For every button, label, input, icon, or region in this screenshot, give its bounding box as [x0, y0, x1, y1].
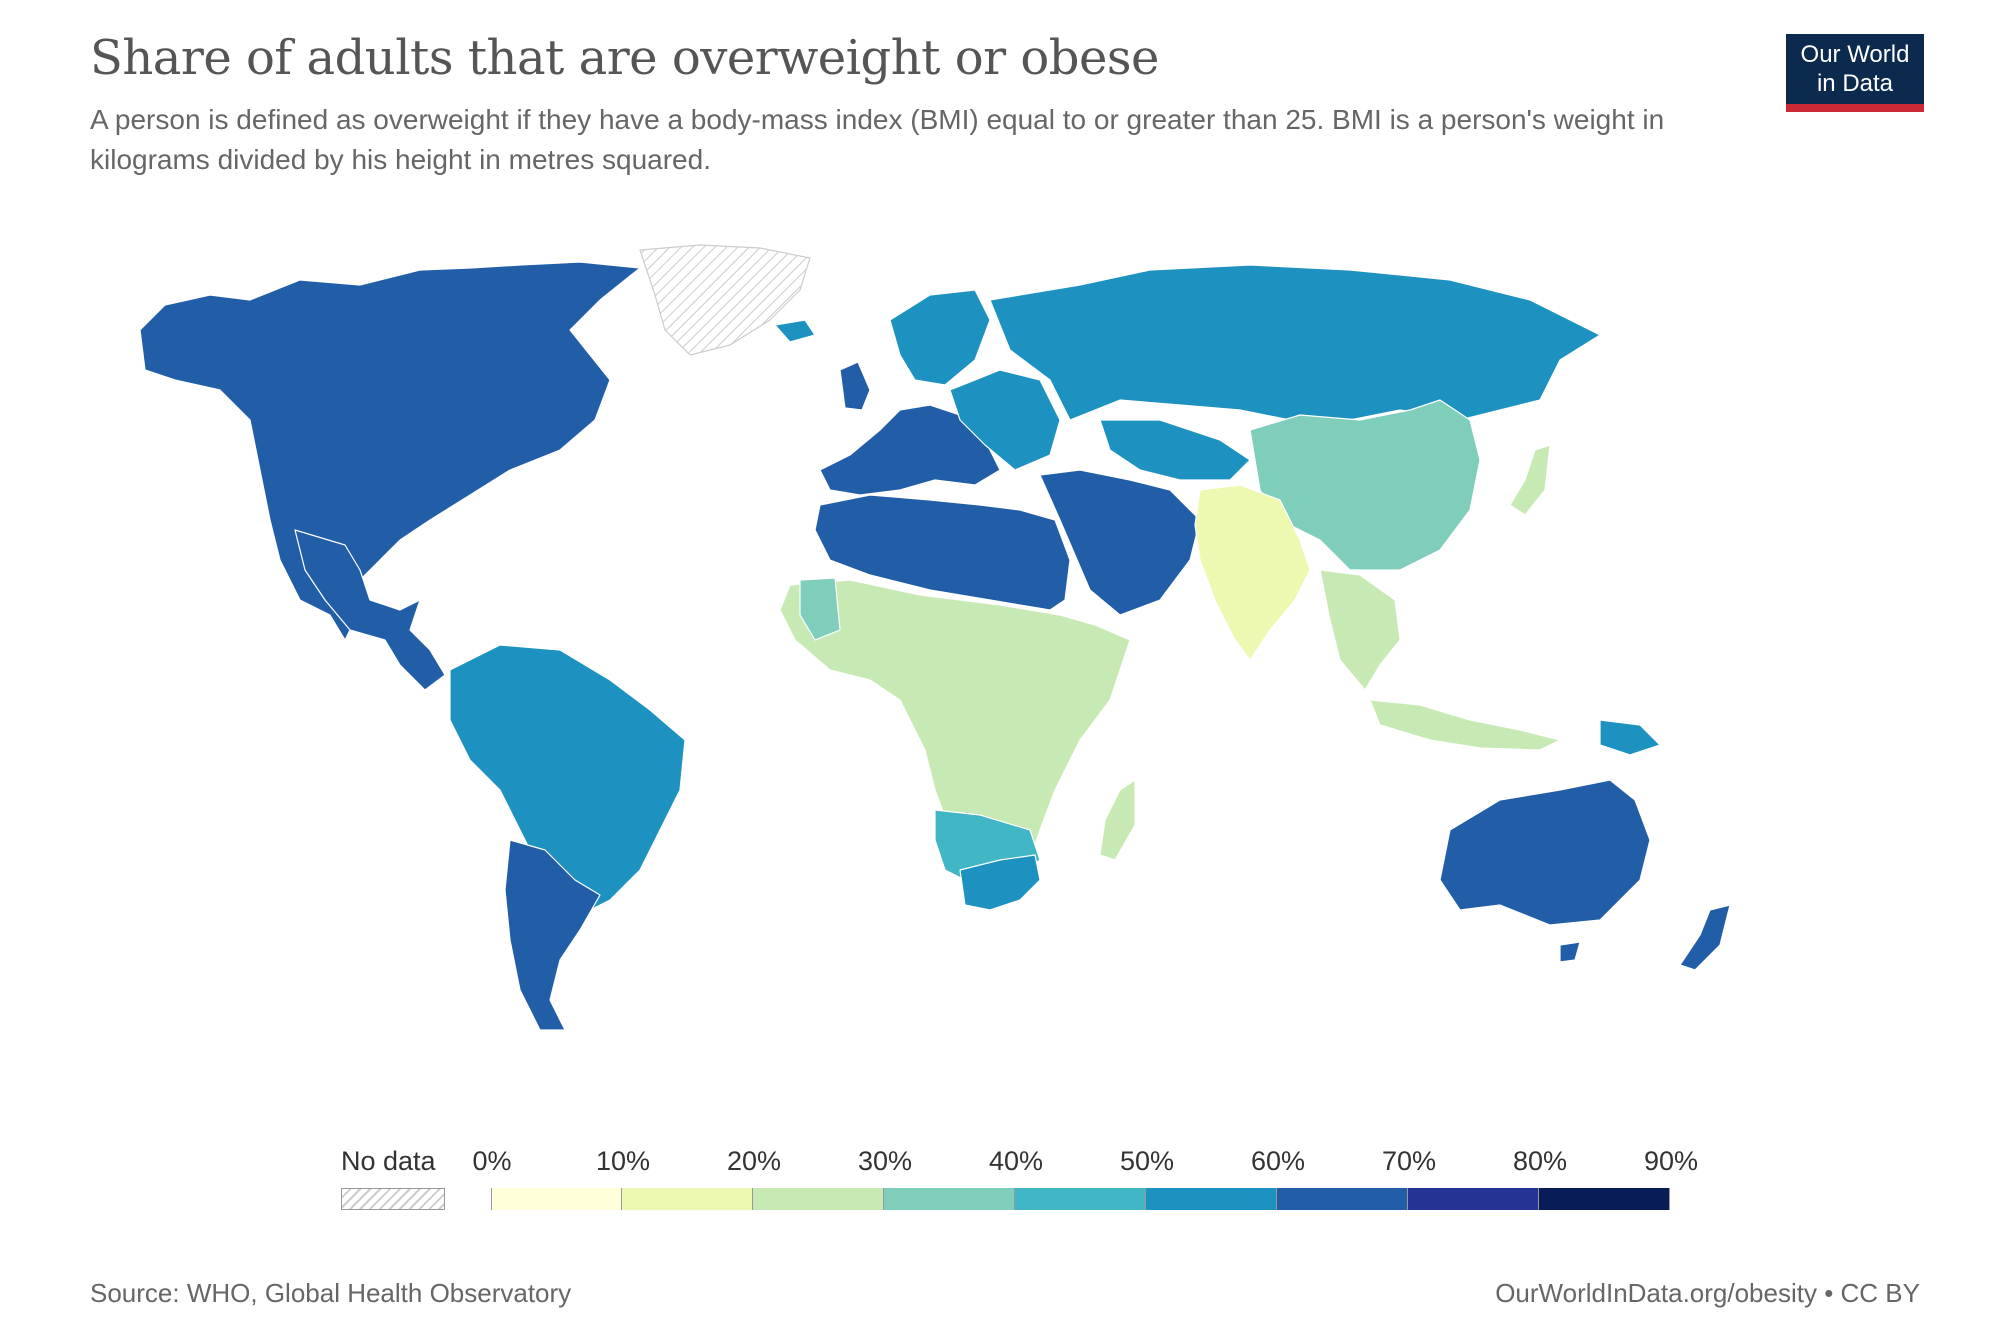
legend-bin-5[interactable]	[1146, 1188, 1277, 1210]
region-russia[interactable]	[989, 264, 1601, 421]
source-note: Source: WHO, Global Health Observatory	[90, 1278, 572, 1308]
legend-tick-label: 60%	[1250, 1146, 1306, 1176]
region-uk[interactable]	[839, 361, 871, 411]
legend-color-bar	[491, 1188, 1670, 1210]
region-eastern-europe[interactable]	[949, 369, 1061, 471]
legend-bin-0[interactable]	[491, 1188, 622, 1210]
legend-tick-label: 20%	[726, 1146, 782, 1176]
legend-tick-label: 10%	[595, 1146, 651, 1176]
region-scandinavia[interactable]	[889, 289, 991, 386]
legend-no-data-swatch	[341, 1188, 445, 1210]
legend-tick-label: 80%	[1512, 1146, 1568, 1176]
region-greenland[interactable]	[639, 244, 811, 356]
legend-bin-6[interactable]	[1277, 1188, 1408, 1210]
region-southern-cone[interactable]	[504, 839, 601, 1031]
region-north-africa[interactable]	[814, 494, 1071, 611]
region-central-asia[interactable]	[1099, 419, 1251, 481]
region-tasmania[interactable]	[1559, 941, 1581, 963]
region-south-east-asia[interactable]	[1319, 569, 1401, 691]
legend-tick-label: 50%	[1119, 1146, 1175, 1176]
region-papua-new-guinea[interactable]	[1599, 719, 1661, 756]
legend-bin-1[interactable]	[622, 1188, 753, 1210]
owid-logo[interactable]: Our World in Data	[1786, 34, 1924, 112]
region-japan[interactable]	[1509, 444, 1551, 516]
legend-bin-7[interactable]	[1408, 1188, 1539, 1210]
legend-no-data-label: No data	[341, 1146, 436, 1176]
region-india[interactable]	[1194, 484, 1311, 661]
region-south-america[interactable]	[449, 644, 686, 921]
legend-tick-label: 90%	[1643, 1146, 1699, 1176]
legend-bin-3[interactable]	[884, 1188, 1015, 1210]
legend-tick-label: 0%	[472, 1146, 512, 1176]
legend-bin-8[interactable]	[1539, 1188, 1670, 1210]
region-indonesia[interactable]	[1369, 699, 1561, 751]
region-west-africa-coast[interactable]	[799, 577, 841, 641]
legend-bin-4[interactable]	[1015, 1188, 1146, 1210]
region-north-america[interactable]	[139, 261, 641, 641]
legend-tick-label: 70%	[1381, 1146, 1437, 1176]
url-credit[interactable]: OurWorldInData.org/obesity • CC BY	[1495, 1278, 1920, 1308]
region-western-europe[interactable]	[819, 404, 1001, 496]
legend-tick-label: 40%	[988, 1146, 1044, 1176]
legend-bin-2[interactable]	[753, 1188, 884, 1210]
logo-line-1: Our World	[1800, 41, 1910, 68]
region-new-zealand[interactable]	[1679, 904, 1731, 971]
region-australia[interactable]	[1439, 779, 1651, 926]
chart-subtitle: A person is defined as overweight if the…	[90, 104, 1665, 175]
region-middle-east[interactable]	[1039, 469, 1201, 616]
region-madagascar[interactable]	[1099, 779, 1136, 861]
legend-tick-label: 30%	[857, 1146, 913, 1176]
region-iceland[interactable]	[774, 319, 816, 343]
logo-line-2: in Data	[1816, 70, 1894, 97]
chart-title: Share of adults that are overweight or o…	[90, 30, 1159, 86]
region-central-america[interactable]	[294, 529, 446, 691]
region-south-africa[interactable]	[959, 854, 1041, 911]
